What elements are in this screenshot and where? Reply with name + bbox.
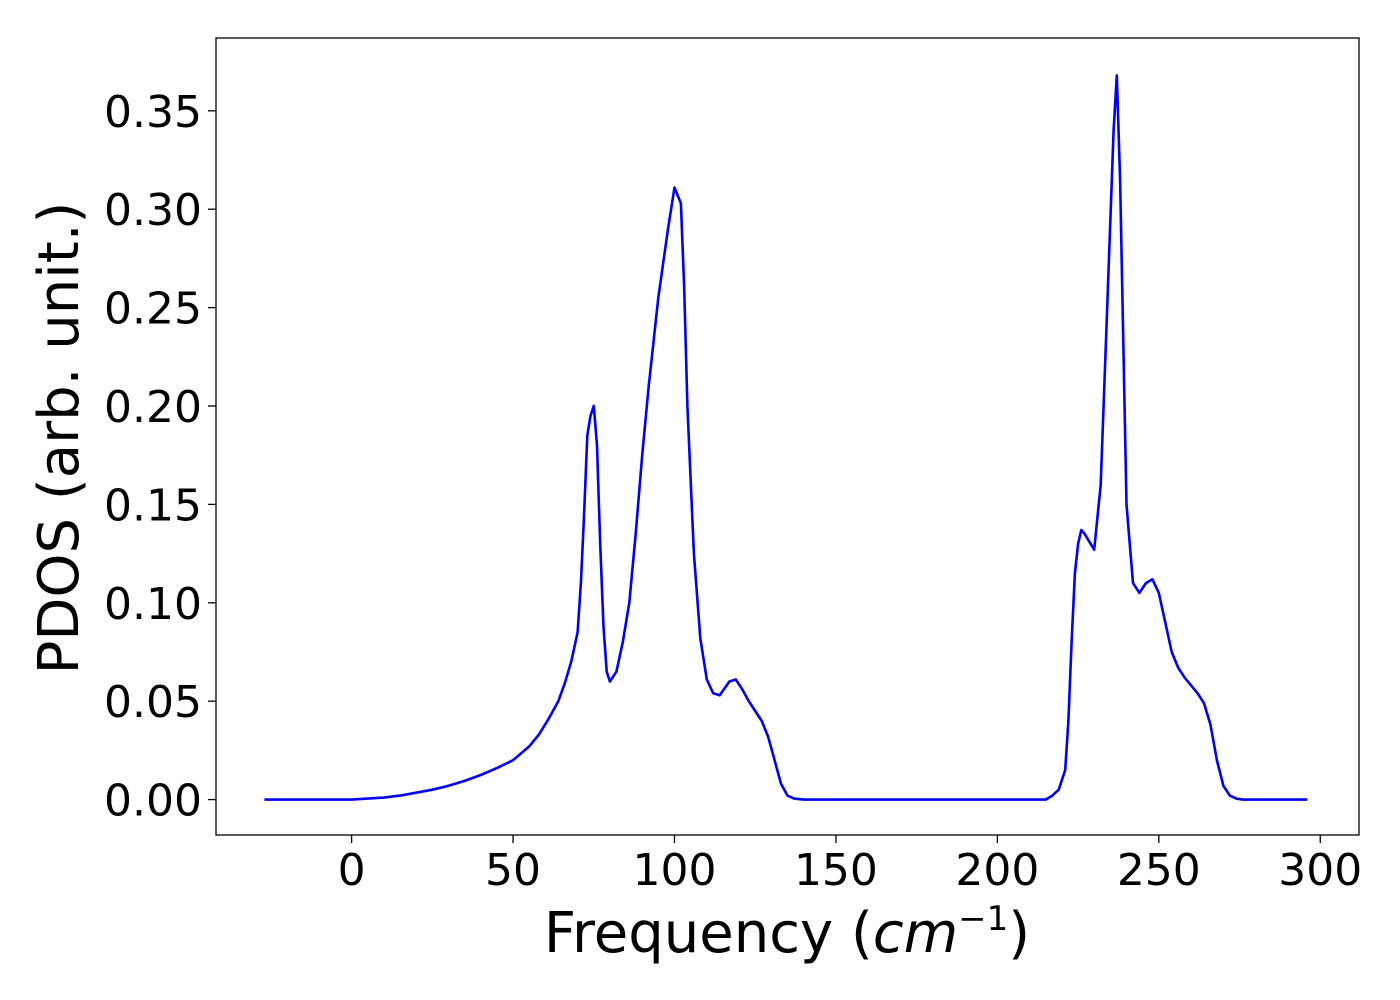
x-tick-label: 300 bbox=[1278, 845, 1362, 896]
x-tick-label: 200 bbox=[955, 845, 1039, 896]
series-line-pdos bbox=[264, 74, 1308, 801]
y-tick-label: 0.10 bbox=[104, 579, 202, 630]
x-tick-label: 50 bbox=[485, 845, 541, 896]
y-tick-label: 0.20 bbox=[104, 382, 202, 433]
y-tick-label: 0.00 bbox=[104, 776, 202, 827]
y-tick-label: 0.05 bbox=[104, 677, 202, 728]
x-tick-label: 150 bbox=[794, 845, 878, 896]
x-axis-title: Frequency (cm−1) bbox=[544, 899, 1030, 966]
y-tick-label: 0.35 bbox=[104, 87, 202, 138]
y-axis-ticks: 0.00 0.05 0.10 0.15 0.20 0.25 0.30 0.35 bbox=[104, 87, 216, 827]
x-tick-label: 100 bbox=[632, 845, 716, 896]
plot-area-frame bbox=[215, 37, 1360, 836]
y-tick-label: 0.15 bbox=[104, 480, 202, 531]
x-axis-ticks: 0 50 100 150 200 250 300 bbox=[338, 835, 1362, 896]
y-tick-label: 0.25 bbox=[104, 284, 202, 335]
x-tick-label: 0 bbox=[338, 845, 366, 896]
y-tick-label: 0.30 bbox=[104, 185, 202, 236]
x-tick-label: 250 bbox=[1117, 845, 1201, 896]
y-axis-title: PDOS (arb. unit.) bbox=[27, 202, 92, 675]
